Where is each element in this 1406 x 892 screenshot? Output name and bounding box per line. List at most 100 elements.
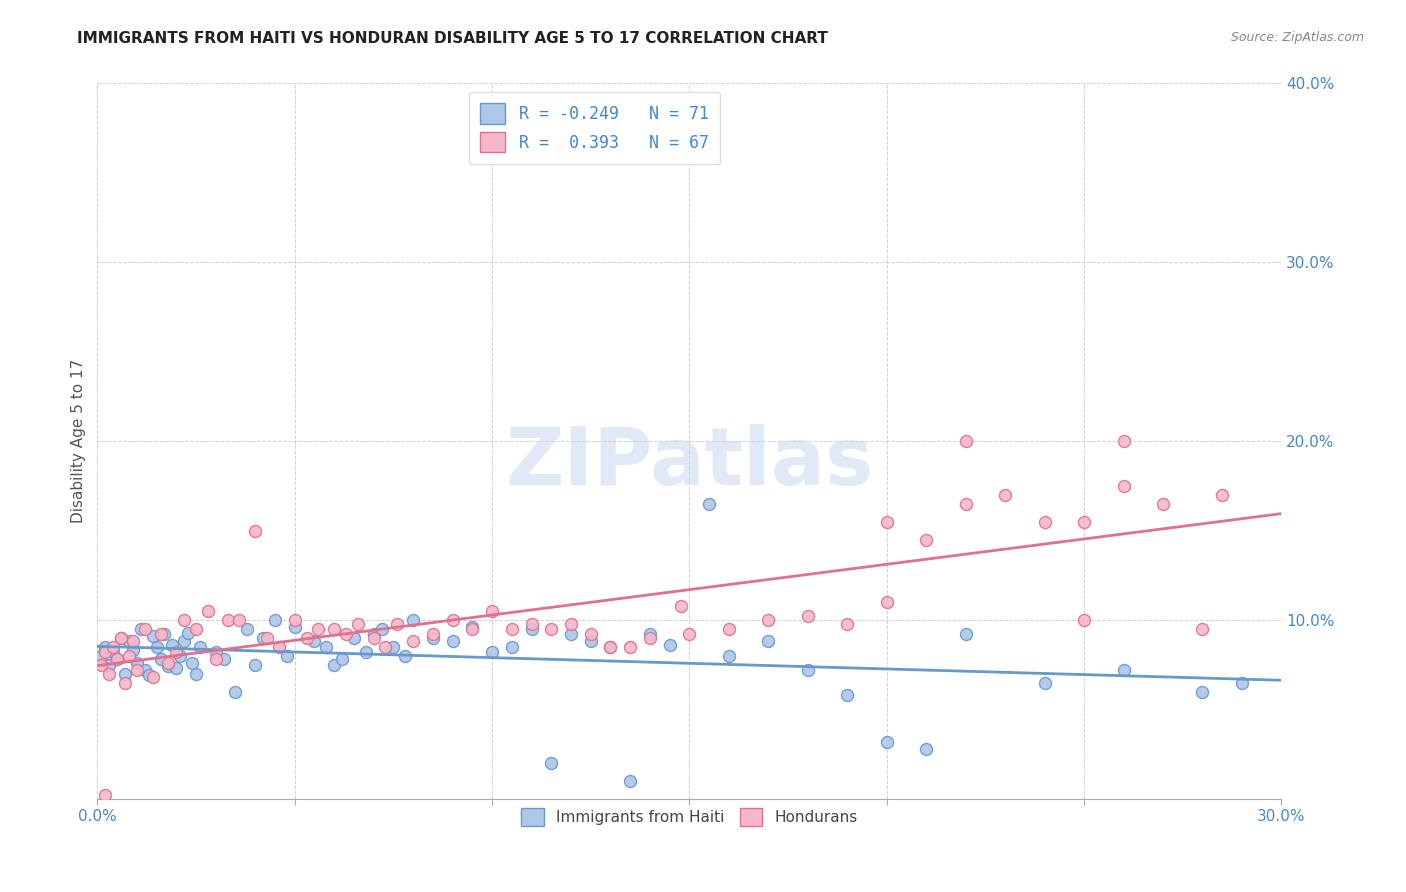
Point	[501, 622, 523, 636]
Text: ZIPatlas: ZIPatlas	[505, 424, 873, 501]
Point	[94, 645, 117, 659]
Point	[122, 643, 145, 657]
Point	[461, 622, 484, 636]
Point	[658, 638, 681, 652]
Point	[955, 497, 977, 511]
Point	[165, 645, 187, 659]
Point	[105, 652, 128, 666]
Point	[145, 640, 167, 654]
Point	[1230, 675, 1253, 690]
Point	[197, 604, 219, 618]
Point	[90, 648, 112, 663]
Point	[169, 648, 191, 663]
Point	[1073, 613, 1095, 627]
Point	[560, 616, 582, 631]
Point	[422, 627, 444, 641]
Point	[153, 627, 176, 641]
Point	[797, 609, 820, 624]
Point	[184, 622, 207, 636]
Point	[188, 640, 211, 654]
Point	[354, 645, 377, 659]
Point	[717, 648, 740, 663]
Point	[619, 640, 641, 654]
Point	[837, 616, 859, 631]
Point	[422, 631, 444, 645]
Point	[441, 613, 464, 627]
Point	[94, 640, 117, 654]
Point	[90, 657, 112, 672]
Point	[1152, 497, 1174, 511]
Point	[184, 666, 207, 681]
Point	[335, 627, 357, 641]
Point	[461, 620, 484, 634]
Point	[217, 613, 239, 627]
Point	[162, 638, 184, 652]
Point	[520, 622, 543, 636]
Point	[204, 645, 226, 659]
Point	[118, 648, 141, 663]
Point	[382, 640, 405, 654]
Point	[177, 625, 200, 640]
Point	[125, 663, 148, 677]
Point	[579, 627, 602, 641]
Point	[387, 616, 409, 631]
Point	[756, 634, 779, 648]
Point	[363, 627, 385, 641]
Point	[284, 613, 307, 627]
Point	[363, 631, 385, 645]
Point	[114, 666, 136, 681]
Point	[540, 622, 562, 636]
Point	[540, 756, 562, 770]
Point	[323, 622, 346, 636]
Point	[228, 613, 250, 627]
Point	[134, 622, 156, 636]
Point	[1112, 479, 1135, 493]
Point	[374, 640, 396, 654]
Point	[520, 616, 543, 631]
Point	[122, 634, 145, 648]
Point	[276, 648, 298, 663]
Point	[101, 645, 124, 659]
Point	[370, 622, 392, 636]
Point	[402, 634, 425, 648]
Point	[204, 652, 226, 666]
Point	[717, 622, 740, 636]
Point	[267, 640, 290, 654]
Point	[671, 599, 693, 613]
Point	[212, 652, 235, 666]
Point	[307, 622, 329, 636]
Point	[138, 668, 160, 682]
Point	[173, 613, 195, 627]
Point	[481, 604, 503, 618]
Point	[638, 631, 661, 645]
Point	[245, 657, 267, 672]
Point	[441, 634, 464, 648]
Point	[149, 627, 172, 641]
Point	[394, 648, 416, 663]
Point	[295, 631, 318, 645]
Point	[402, 613, 425, 627]
Point	[1033, 515, 1056, 529]
Point	[157, 656, 180, 670]
Point	[347, 616, 370, 631]
Text: Source: ZipAtlas.com: Source: ZipAtlas.com	[1230, 31, 1364, 45]
Point	[264, 613, 287, 627]
Point	[284, 620, 307, 634]
Point	[343, 631, 366, 645]
Point	[110, 631, 132, 645]
Point	[105, 652, 128, 666]
Y-axis label: Disability Age 5 to 17: Disability Age 5 to 17	[72, 359, 86, 524]
Point	[599, 640, 621, 654]
Point	[129, 622, 152, 636]
Point	[224, 684, 246, 698]
Point	[797, 663, 820, 677]
Point	[98, 666, 121, 681]
Point	[98, 657, 121, 672]
Point	[173, 634, 195, 648]
Point	[1112, 663, 1135, 677]
Point	[915, 741, 938, 756]
Point	[915, 533, 938, 547]
Point	[1033, 675, 1056, 690]
Point	[994, 488, 1017, 502]
Legend: Immigrants from Haiti, Hondurans: Immigrants from Haiti, Hondurans	[513, 800, 866, 834]
